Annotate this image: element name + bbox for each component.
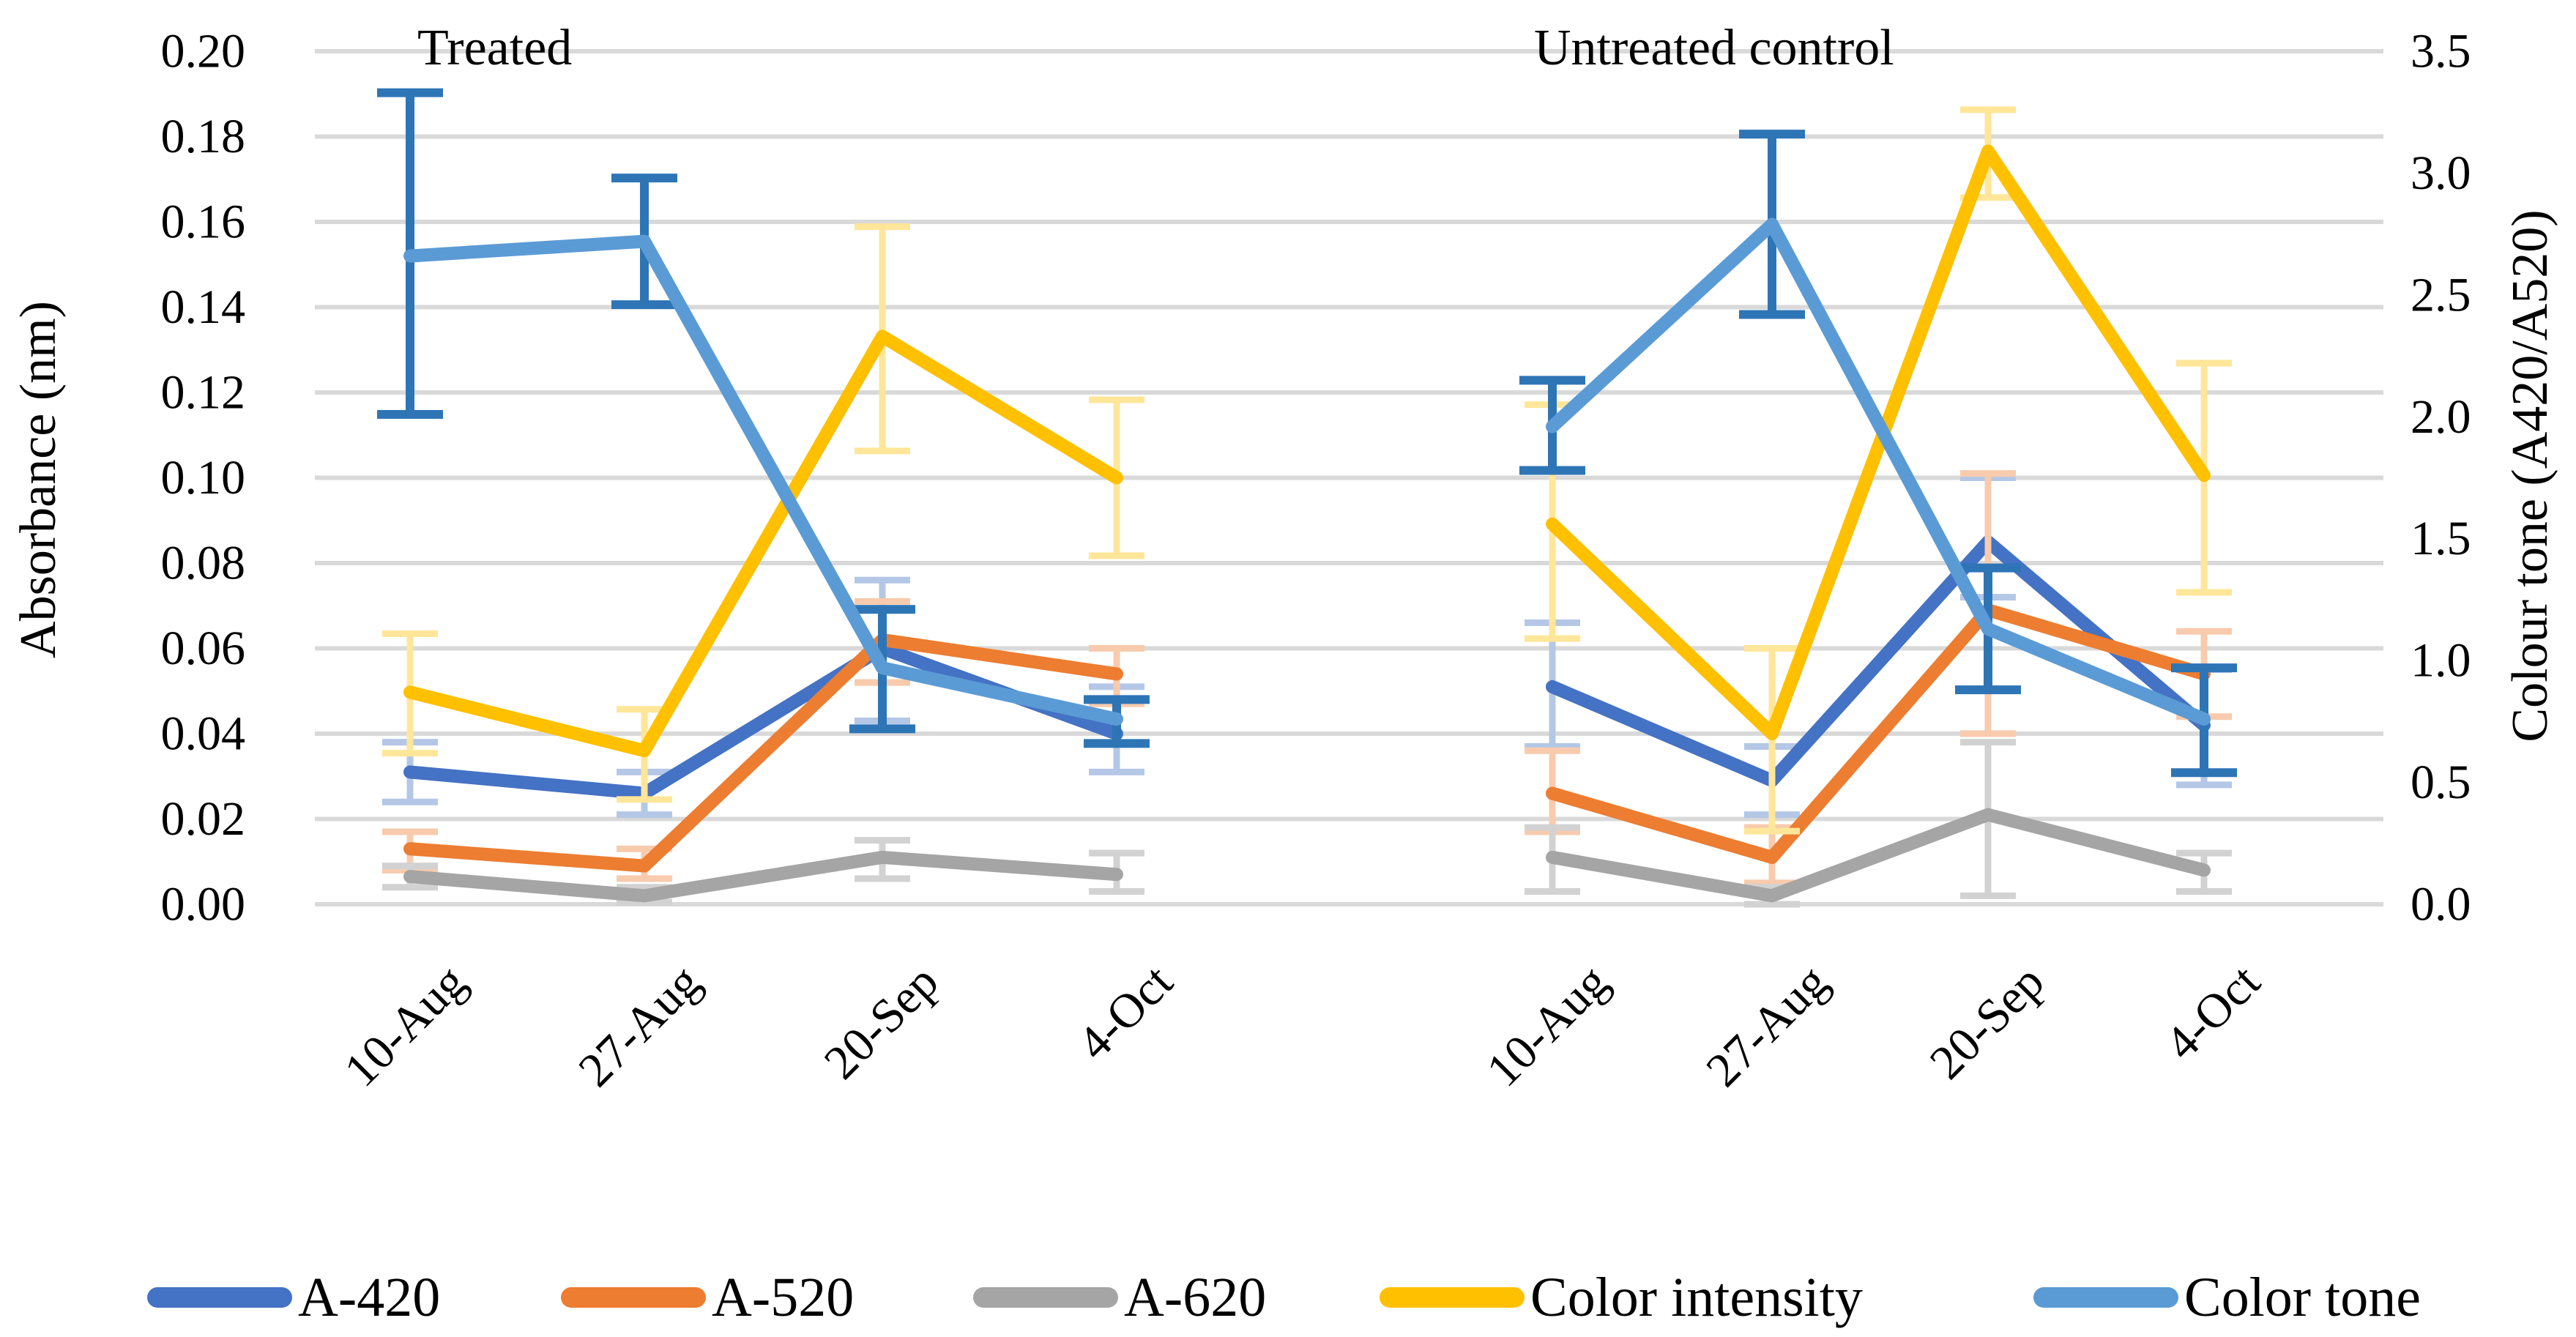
legend-item-a-520: A-520 bbox=[561, 1267, 854, 1328]
right-axis-tick: 2.0 bbox=[2411, 390, 2471, 444]
right-axis-title: Colour tone (A420/A520) bbox=[2502, 209, 2558, 742]
series-a-620-untreated bbox=[1525, 739, 2232, 908]
left-axis-tick: 0.02 bbox=[161, 792, 246, 846]
panel-title-treated: Treated bbox=[417, 20, 572, 76]
left-axis-tick-labels: 0.00 0.02 0.04 0.06 0.08 0.10 0.12 0.14 0.16 0.18… bbox=[161, 25, 246, 931]
x-axis-tick: 27-Aug bbox=[568, 955, 710, 1097]
left-axis-tick: 0.14 bbox=[161, 280, 246, 334]
left-axis-tick: 0.20 bbox=[161, 25, 246, 78]
x-axis-tick: 4-Oct bbox=[2155, 955, 2271, 1070]
data-line bbox=[403, 850, 1123, 903]
data-line bbox=[1546, 144, 2211, 740]
x-axis-tick: 10-Aug bbox=[1476, 955, 1618, 1097]
legend-label: Color tone bbox=[2184, 1267, 2421, 1328]
legend-item-a-420: A-420 bbox=[147, 1267, 440, 1328]
data-line bbox=[1546, 535, 2211, 788]
right-axis-tick: 0.5 bbox=[2411, 756, 2471, 809]
left-axis-tick: 0.04 bbox=[161, 707, 246, 761]
left-axis-tick: 0.00 bbox=[161, 878, 246, 931]
left-axis-title: Absorbance (nm) bbox=[10, 301, 67, 658]
right-axis-tick: 2.5 bbox=[2411, 268, 2471, 321]
data-line bbox=[403, 633, 1123, 873]
error-bars bbox=[1525, 739, 2232, 908]
x-axis-tick: 27-Aug bbox=[1696, 955, 1838, 1097]
left-axis-tick: 0.10 bbox=[161, 451, 246, 504]
series-color-tone-treated bbox=[377, 88, 1150, 748]
left-axis-tick: 0.16 bbox=[161, 195, 246, 249]
x-axis-tick: 20-Sep bbox=[1920, 955, 2055, 1090]
right-axis-tick: 0.0 bbox=[2411, 878, 2471, 931]
series-a-620-treated bbox=[382, 837, 1144, 906]
error-bars bbox=[377, 88, 1150, 748]
legend-label: Color intensity bbox=[1530, 1267, 1863, 1328]
error-bars bbox=[382, 597, 1144, 882]
x-axis-tick: 20-Sep bbox=[814, 955, 949, 1090]
legend-item-color-intensity: Color intensity bbox=[1380, 1267, 1863, 1328]
legend-item-a-620: A-620 bbox=[973, 1267, 1266, 1328]
right-axis-tick: 3.0 bbox=[2411, 146, 2471, 200]
legend-item-color-tone: Color tone bbox=[2033, 1267, 2421, 1328]
series-a-520-untreated bbox=[1525, 470, 2232, 887]
data-line bbox=[403, 329, 1123, 758]
panel-title-untreated: Untreated control bbox=[1534, 20, 1894, 76]
left-axis-tick: 0.12 bbox=[161, 366, 246, 420]
legend-label: A-620 bbox=[1124, 1267, 1266, 1328]
x-axis-labels: 10-Aug 27-Aug 20-Sep 4-Oct 10-Aug 27-Aug 20-Se… bbox=[334, 955, 2270, 1097]
right-axis-tick-labels: 0.0 0.5 1.0 1.5 2.0 2.5 3.0 3.5 bbox=[2411, 25, 2471, 931]
right-axis-tick: 1.0 bbox=[2411, 634, 2471, 688]
left-axis-tick: 0.08 bbox=[161, 537, 246, 590]
series-color-tone-untreated bbox=[1519, 130, 2237, 778]
data-line bbox=[1546, 217, 2211, 726]
right-axis-tick: 3.5 bbox=[2411, 25, 2471, 78]
legend-label: A-520 bbox=[712, 1267, 854, 1328]
series-color-intensity-treated bbox=[382, 223, 1144, 803]
data-line bbox=[1546, 603, 2211, 864]
legend-label: A-420 bbox=[298, 1267, 440, 1328]
legend: A-420 A-520 A-620 Color intensity Color tone bbox=[147, 1267, 2421, 1328]
x-axis-tick: 4-Oct bbox=[1068, 955, 1183, 1070]
data-line bbox=[1546, 808, 2211, 903]
right-axis-tick: 1.5 bbox=[2411, 512, 2471, 565]
series-color-intensity-untreated bbox=[1525, 106, 2232, 835]
series-a-520-treated bbox=[382, 597, 1144, 882]
data-line bbox=[403, 234, 1123, 726]
left-axis-tick: 0.18 bbox=[161, 110, 246, 163]
x-axis-tick: 10-Aug bbox=[334, 955, 476, 1097]
left-axis-tick: 0.06 bbox=[161, 622, 246, 675]
